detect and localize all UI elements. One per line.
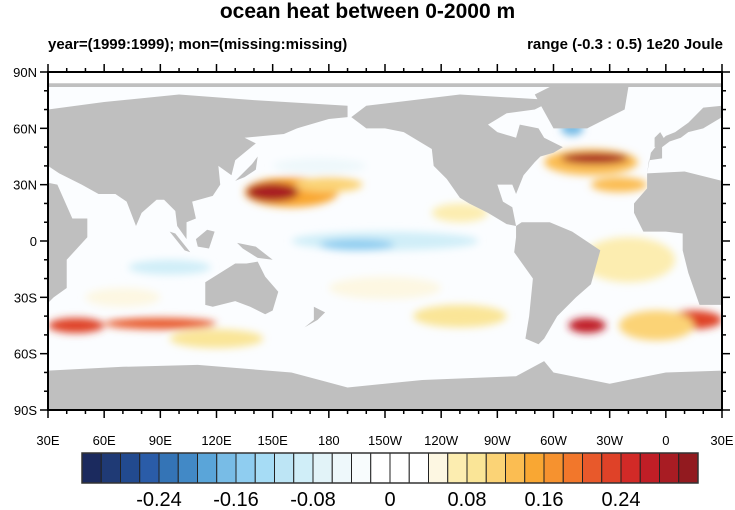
land-uk [654,132,666,148]
colorbar-label: -0.08 [290,489,336,510]
chart-title: ocean heat between 0-2000 m [219,0,516,23]
colorbar-box [428,452,449,484]
colorbar-box [100,452,121,484]
x-tick-label: 180 [318,433,340,448]
colorbar-box [312,452,333,484]
colorbar-box [562,452,583,484]
y-tick-label: 90N [13,65,37,80]
colorbar-box [659,452,680,484]
anomaly-region [295,177,363,193]
colorbar-box [582,452,603,484]
colorbar-label: 0.16 [525,489,564,510]
colorbar-box [639,452,660,484]
anomaly-region [85,287,161,307]
land-south-america [514,222,601,345]
x-tick-label: 150E [257,433,288,448]
colorbar-box [601,452,622,484]
y-tick-label: 90S [14,403,37,418]
land-new-zealand [304,306,326,328]
colorbar-box [466,452,487,484]
subtitle-left: year=(1999:1999); mon=(missing:missing) [48,36,348,53]
colorbar-box [120,452,141,484]
anomaly-region [319,239,395,251]
colorbar-box [678,452,699,484]
colorbar-box [235,452,256,484]
polar-no-data [48,72,722,84]
x-tick-label: 90W [484,433,511,448]
colorbar-box [331,452,352,484]
colorbar-box [408,452,429,484]
colorbar-label: 0.24 [602,489,641,510]
anomaly-region [413,304,507,328]
land-sumatra [169,231,191,253]
colorbar-box [505,452,526,484]
anomaly-region [169,329,264,349]
land-australia [205,261,279,315]
land-africa-west [634,171,722,305]
x-tick-label: 90E [149,433,172,448]
x-tick-label: 120E [201,433,232,448]
anomaly-region [48,317,105,334]
x-tick-label: 60E [93,433,116,448]
colorbar-box [524,452,545,484]
colorbar-box [370,452,391,484]
colorbar-box [389,452,410,484]
colorbar-label: 0 [384,489,395,510]
colorbar-box [447,452,468,484]
colorbar-label: 0.08 [448,489,487,510]
y-tick-label: 60S [14,347,37,362]
colorbar-box [81,452,102,484]
land-japan [235,156,258,181]
anomaly-region [431,203,488,223]
y-tick-label: 60N [13,121,37,136]
anomaly-region [568,317,606,334]
x-tick-label: 150W [368,433,403,448]
land-greenland [534,85,629,129]
anomaly-region [104,317,217,330]
x-tick-label: 30E [710,433,733,448]
land-eurasia [48,94,348,240]
colorbar-box [216,452,237,484]
anomaly-region [328,276,442,300]
land-north-america [351,94,563,226]
colorbar-box [620,452,641,484]
x-tick-label: 60W [540,433,567,448]
colorbar-box [158,452,179,484]
y-tick-label: 30S [14,290,37,305]
anomaly-region [619,310,694,341]
colorbar-label: -0.24 [136,489,182,510]
colorbar-box [197,452,218,484]
anomaly-region [272,158,367,174]
land-borneo [195,229,215,249]
colorbar-box [485,452,506,484]
anomaly-region [246,182,299,202]
x-tick-label: 30W [596,433,623,448]
land-antarctica [48,361,722,410]
colorbar-box [274,452,295,484]
colorbar-label: -0.16 [213,489,259,510]
colorbar-frame [81,452,699,484]
anomaly-region [128,259,211,275]
subtitle-right: range (-0.3 : 0.5) 1e20 Joule [527,36,723,53]
x-tick-label: 30E [36,433,59,448]
x-tick-label: 120W [424,433,459,448]
land-europe [647,105,722,174]
colorbar-box [177,452,198,484]
colorbar-box [254,452,275,484]
anomaly-region [560,152,629,165]
land-new-guinea [237,242,273,260]
anomaly-region [590,177,648,193]
y-tick-label: 30N [13,178,37,193]
colorbar-box [543,452,564,484]
y-tick-label: 0 [30,234,37,249]
land-africa-east [48,182,88,303]
colorbar-box [293,452,314,484]
x-tick-label: 0 [662,433,669,448]
anomaly-region [581,237,676,283]
colorbar-box [139,452,160,484]
colorbar-box [351,452,372,484]
